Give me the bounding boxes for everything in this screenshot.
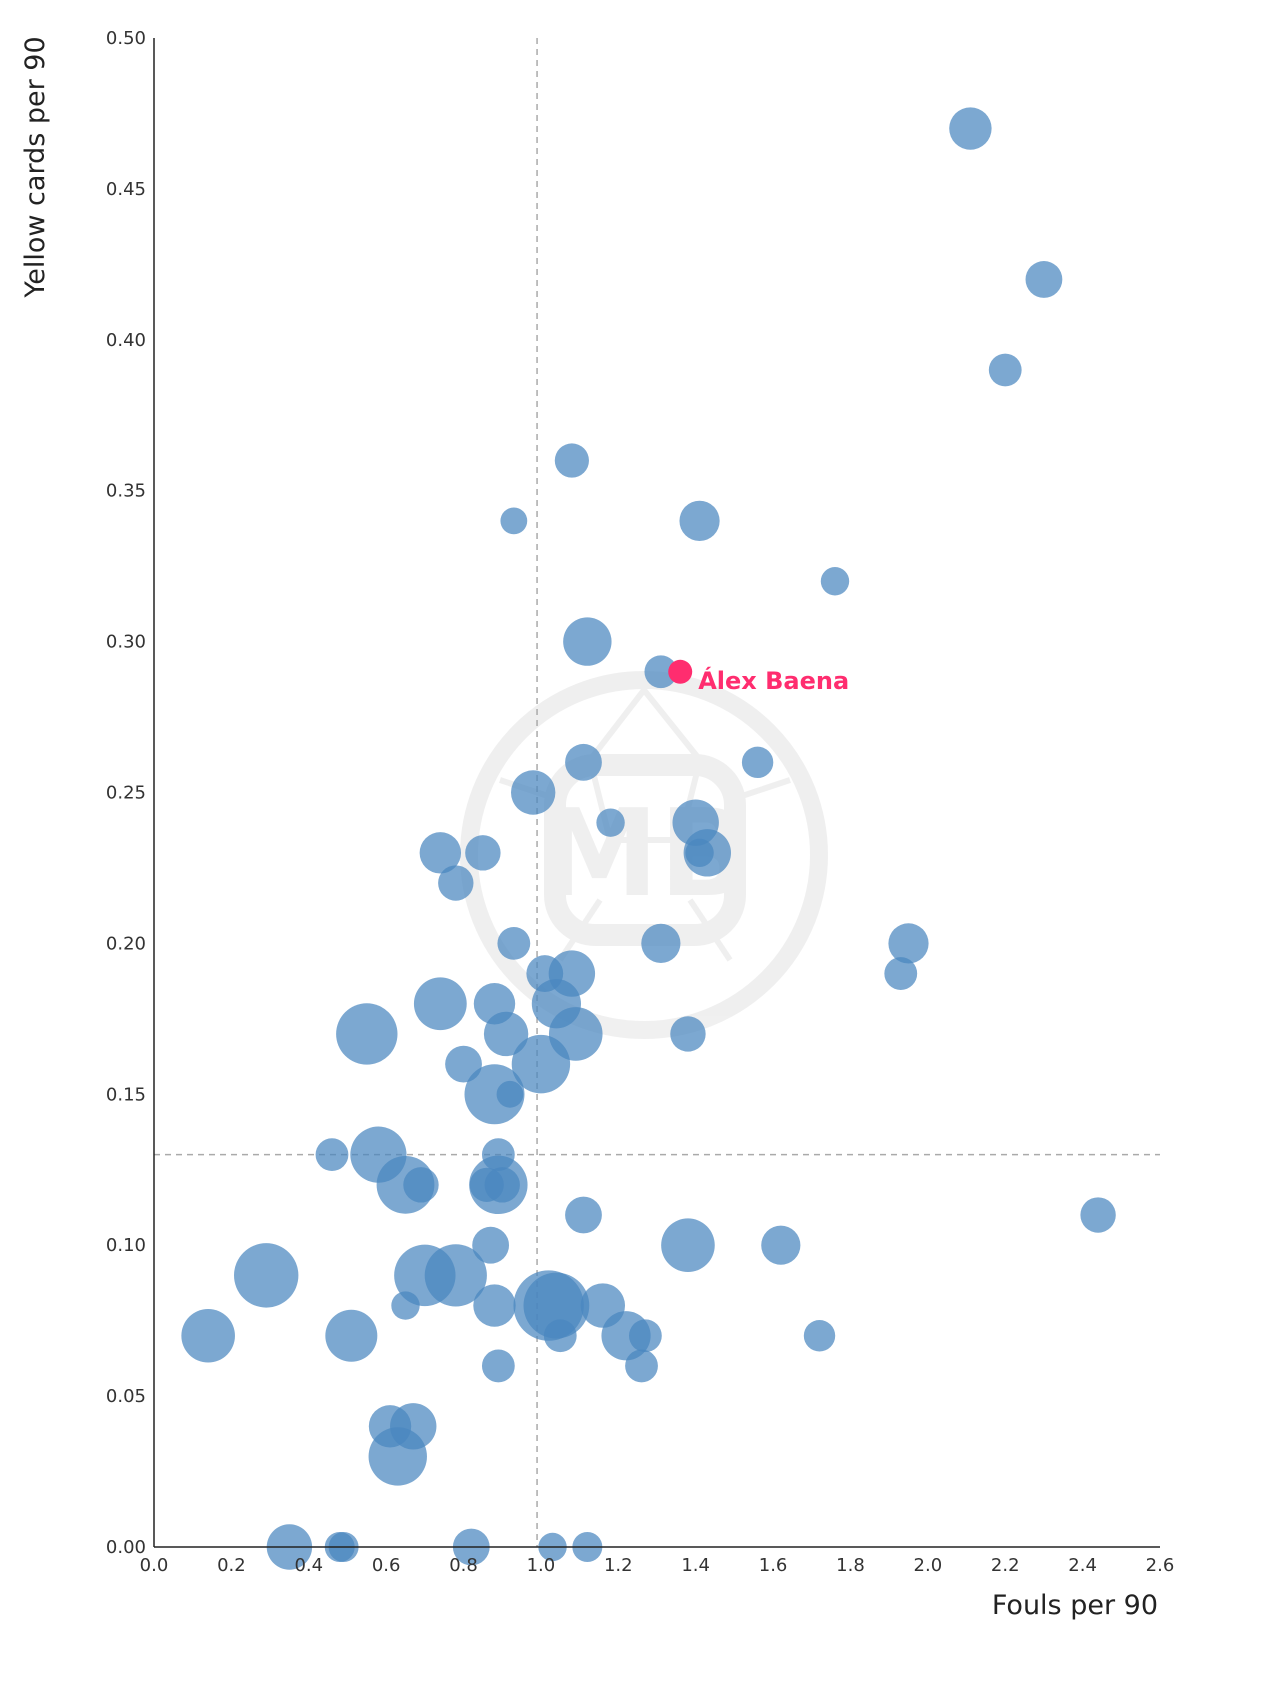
data-point <box>565 743 602 781</box>
data-point <box>325 1309 378 1362</box>
axes <box>153 38 1160 1548</box>
data-point <box>949 107 992 150</box>
tick-labels: 0.0 0.2 0.4 0.6 0.8 1.0 1.2 1.4 1.6 1.8 2.0 2.2 2.4 2… <box>106 28 1174 1576</box>
data-point <box>445 1045 482 1083</box>
data-point <box>565 1196 602 1234</box>
data-point <box>1080 1197 1116 1233</box>
data-point <box>484 1167 520 1203</box>
highlight-group: Álex Baena <box>668 659 849 695</box>
data-point <box>496 1080 524 1108</box>
x-tick-label: 1.8 <box>836 1555 865 1576</box>
y-tick-label: 0.25 <box>106 783 146 804</box>
highlight-point <box>668 659 693 684</box>
x-axis-title: Fouls per 90 <box>992 1590 1158 1621</box>
x-tick-label: 1.6 <box>759 1555 788 1576</box>
y-tick-label: 0.10 <box>106 1235 146 1256</box>
x-tick-label: 2.2 <box>991 1555 1020 1576</box>
y-tick-label: 0.15 <box>106 1084 146 1105</box>
x-tick-label: 0.0 <box>140 1555 169 1576</box>
x-tick-label: 0.2 <box>217 1555 246 1576</box>
bubble-series <box>181 107 1116 1570</box>
data-point <box>336 1003 398 1065</box>
data-point <box>625 1349 658 1383</box>
y-tick-label: 0.35 <box>106 481 146 502</box>
data-point <box>884 957 918 990</box>
data-point <box>988 353 1022 387</box>
data-point <box>181 1308 235 1363</box>
x-tick-label: 1.2 <box>604 1555 633 1576</box>
data-point <box>315 1138 349 1172</box>
data-point <box>761 1225 801 1265</box>
data-point <box>483 1011 529 1057</box>
x-tick-label: 2.6 <box>1146 1555 1175 1576</box>
data-point <box>596 808 625 837</box>
y-axis-title: Yellow cards per 90 <box>20 36 51 298</box>
data-point <box>679 500 720 541</box>
data-point <box>563 617 612 666</box>
data-point <box>424 1244 487 1307</box>
x-tick-label: 2.0 <box>914 1555 943 1576</box>
y-tick-label: 0.00 <box>106 1537 146 1558</box>
data-point <box>464 1064 525 1125</box>
data-point <box>511 1034 571 1094</box>
data-point <box>510 770 556 815</box>
y-tick-label: 0.40 <box>106 330 146 351</box>
data-point <box>661 1218 715 1272</box>
y-tick-label: 0.20 <box>106 933 146 954</box>
data-point <box>403 1167 439 1203</box>
data-point <box>419 832 462 874</box>
x-tick-label: 0.4 <box>294 1555 323 1576</box>
data-point <box>554 443 589 478</box>
highlight-label: Álex Baena <box>698 666 849 695</box>
y-tick-label: 0.30 <box>106 632 146 653</box>
data-point <box>670 1016 706 1052</box>
x-tick-label: 0.6 <box>372 1555 401 1576</box>
data-point <box>628 1319 662 1353</box>
data-point <box>473 1284 516 1327</box>
x-tick-label: 0.8 <box>449 1555 478 1576</box>
y-tick-label: 0.05 <box>106 1386 146 1407</box>
data-point <box>413 977 467 1031</box>
data-point <box>685 838 714 868</box>
data-point <box>644 655 678 689</box>
mb-watermark-logo: MB <box>460 671 828 1039</box>
data-point <box>543 1319 577 1353</box>
data-point <box>820 567 850 596</box>
y-tick-label: 0.45 <box>106 179 146 200</box>
data-point <box>438 865 474 901</box>
data-point <box>481 1349 515 1383</box>
data-point <box>465 835 501 871</box>
data-point <box>368 1427 427 1486</box>
data-point <box>888 923 929 964</box>
x-tick-label: 2.4 <box>1068 1555 1097 1576</box>
x-tick-label: 1.4 <box>681 1555 710 1576</box>
x-tick-label: 1.0 <box>527 1555 556 1576</box>
data-point <box>641 923 681 964</box>
data-point <box>472 1226 510 1264</box>
data-point <box>803 1320 836 1352</box>
data-point <box>523 1272 590 1339</box>
data-point <box>1025 261 1063 298</box>
data-point <box>741 746 774 779</box>
data-point <box>497 927 531 960</box>
data-point <box>500 507 528 535</box>
y-tick-label: 0.50 <box>106 28 146 49</box>
data-point <box>234 1243 299 1308</box>
data-point <box>391 1291 420 1320</box>
